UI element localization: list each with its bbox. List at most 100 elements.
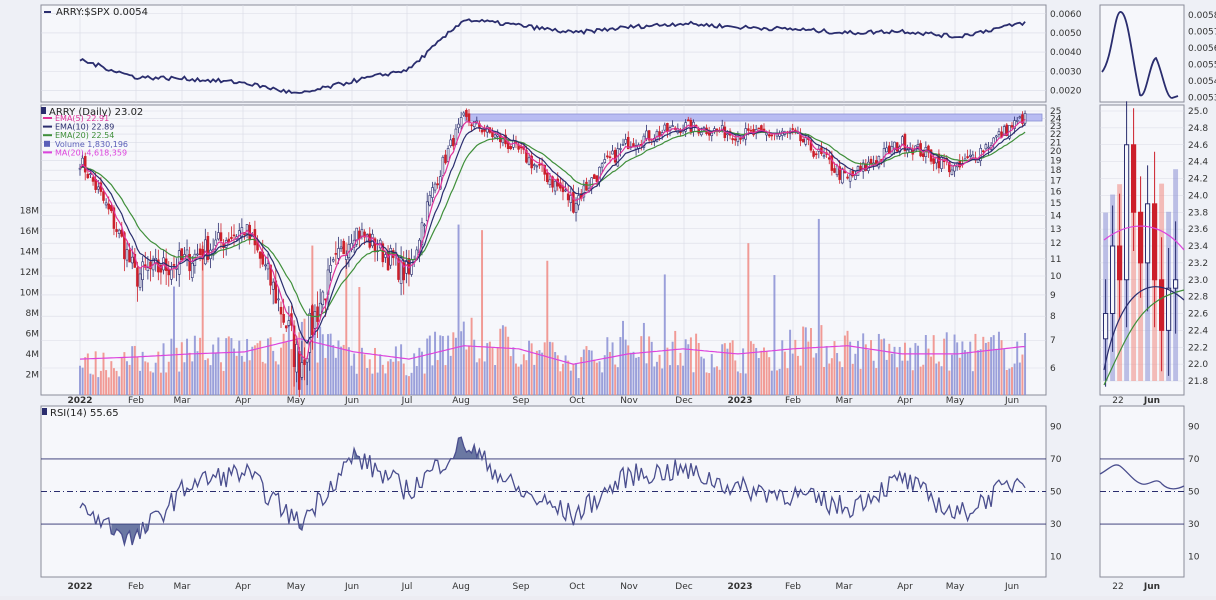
candle-body (141, 261, 144, 280)
volume-bar (548, 341, 551, 395)
volume-bar (196, 351, 199, 395)
volume-bar (969, 341, 972, 395)
candle-body (112, 207, 116, 229)
candle-body (206, 236, 210, 260)
candle-body (337, 248, 340, 259)
zoom-candle-body (1131, 144, 1137, 213)
volume-bar (629, 352, 632, 395)
volume-bar (922, 364, 925, 395)
volume-bar (1003, 349, 1006, 395)
ratio-tick-label: 0.0060 (1050, 10, 1082, 20)
volume-bar (836, 353, 839, 395)
candle-body (230, 236, 233, 239)
volume-bar (337, 340, 340, 395)
volume-bar (99, 370, 102, 395)
candle-body (1005, 124, 1009, 136)
candle-body (984, 144, 988, 150)
candle-body (948, 162, 951, 173)
volume-bar (588, 350, 591, 395)
x-axis-bottom: 2022 Feb Mar Apr May Jun Jul Aug Sep Oct Nov Dec 202… (67, 582, 1160, 592)
x-axis-zoom-label: 22 (1112, 396, 1123, 406)
volume-bar (802, 326, 805, 395)
candle-body (149, 261, 152, 270)
panel-frame (40, 4, 1047, 103)
volume-bar (358, 287, 361, 395)
candle-body (535, 165, 539, 168)
zoom-volume-ma-line (1103, 225, 1185, 251)
rsi-tick-label: 50 (1050, 488, 1062, 498)
volume-bar (1013, 363, 1016, 395)
volume-bar (376, 372, 379, 395)
volume-bar (222, 370, 225, 395)
candle-body (146, 267, 150, 271)
volume-bar (340, 346, 343, 395)
volume-bar (415, 366, 418, 395)
volume-bar (439, 335, 442, 395)
volume-bar (833, 341, 836, 395)
zoom-candle-body (1117, 245, 1123, 281)
candle-body (483, 129, 486, 132)
volume-bar (426, 338, 429, 395)
legend-label: EMA(5) 22.91 (55, 114, 109, 123)
x-axis-label: Jun (344, 396, 359, 406)
candle-body (331, 259, 335, 262)
candle-body (679, 131, 682, 134)
volume-bar (755, 347, 758, 395)
zoom-price-tick-label: 24.6 (1188, 141, 1208, 151)
volume-bar (345, 242, 348, 395)
candle-body (91, 177, 95, 182)
volume-bar (744, 373, 747, 395)
volume-bar (434, 331, 437, 395)
rsi-zoom-tick-label: 90 (1188, 422, 1200, 432)
volume-bar (948, 370, 951, 395)
volume-bar (914, 343, 917, 395)
volume-bar (671, 341, 674, 395)
candle-body (851, 170, 855, 177)
price-tick-label: 10 (1050, 272, 1062, 282)
volume-bar (264, 363, 267, 395)
rsi-grid (41, 458, 1184, 525)
candle-body (334, 253, 338, 255)
volume-bar (966, 351, 969, 395)
volume-bar (421, 351, 423, 395)
candle-body (982, 150, 985, 153)
candle-body (269, 264, 272, 286)
candle-body (731, 138, 734, 141)
x-axis-label: Aug (452, 396, 470, 406)
volume-bar (141, 351, 144, 395)
candle-body (496, 134, 499, 137)
candle-body (911, 148, 915, 155)
candle-body (525, 150, 528, 163)
x-axis-label: 2023 (727, 396, 752, 406)
volume-bar (313, 317, 316, 395)
candle-body (835, 165, 839, 176)
volume-bar (170, 338, 173, 395)
candle-body (893, 141, 896, 151)
candle-body (245, 224, 249, 235)
volume-bar (669, 365, 671, 395)
volume-bar (329, 333, 332, 395)
candle-body (287, 320, 291, 326)
candle-body (130, 256, 134, 264)
volume-bar (478, 358, 481, 395)
volume-bar (217, 337, 220, 395)
x-axis-label: Feb (128, 582, 144, 592)
candle-body (441, 156, 445, 176)
candle-body (368, 233, 372, 248)
volume-bar (937, 361, 940, 395)
volume-bar (971, 371, 974, 395)
volume-bar (682, 365, 685, 395)
zoom-candle-body (1145, 203, 1151, 264)
x-axis-label: May (946, 396, 965, 406)
volume-bar (405, 375, 408, 395)
candle-body (950, 169, 954, 175)
volume-bar (178, 371, 181, 395)
price-tick-label: 20 (1050, 147, 1062, 157)
candle-body (266, 263, 270, 270)
zoom-price-tick-label: 22.4 (1188, 326, 1208, 336)
rsi-zoom-tick-label: 70 (1188, 455, 1200, 465)
volume-bar (206, 358, 209, 395)
volume-bar (695, 333, 698, 395)
volume-bar (428, 335, 431, 395)
